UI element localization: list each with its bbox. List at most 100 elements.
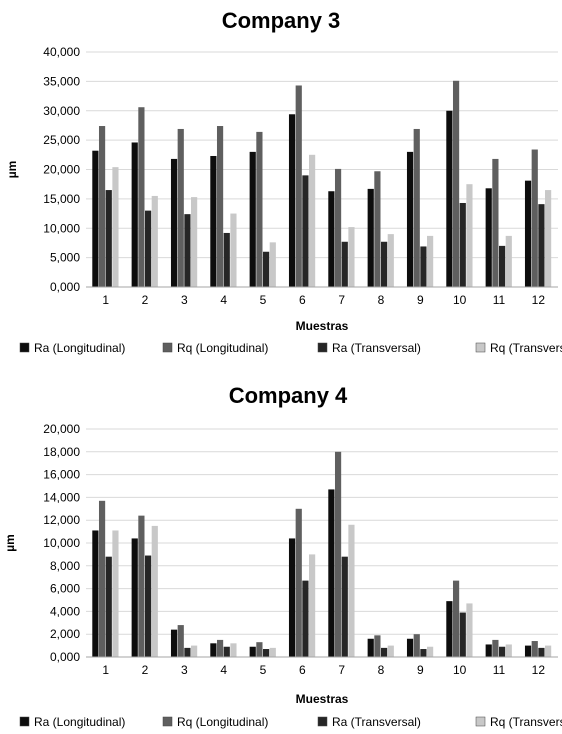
legend-swatch xyxy=(162,716,173,727)
bar xyxy=(381,647,388,657)
y-axis-ticks: 0,000 5,000 10,000 15,000 20,000 25,000 30,000… xyxy=(43,45,80,294)
x-tick-label: 4 xyxy=(220,663,227,677)
bar xyxy=(302,175,309,287)
bar xyxy=(505,644,512,657)
y-tick-label: 30,000 xyxy=(43,104,80,118)
y-tick-label: 14,000 xyxy=(43,490,80,504)
bar xyxy=(387,645,394,657)
bar xyxy=(112,167,119,287)
x-axis-ticks: 1 2 3 4 5 6 7 8 9 10 11 12 xyxy=(102,663,545,677)
x-tick-label: 2 xyxy=(142,293,149,307)
x-tick-label: 12 xyxy=(532,293,546,307)
bar xyxy=(348,227,355,287)
y-tick-label: 20,000 xyxy=(43,163,80,177)
x-tick-label: 2 xyxy=(142,663,149,677)
gridlines xyxy=(86,428,558,635)
x-tick-label: 10 xyxy=(453,663,467,677)
y-tick-label: 6,000 xyxy=(50,582,80,596)
bar xyxy=(216,639,224,657)
bar xyxy=(210,643,217,657)
bar xyxy=(177,128,184,287)
y-tick-label: 15,000 xyxy=(43,192,80,206)
gridlines xyxy=(86,51,558,259)
bar xyxy=(295,508,302,657)
bar xyxy=(499,245,506,287)
bar xyxy=(524,645,532,657)
bar xyxy=(374,635,381,657)
x-tick-label: 9 xyxy=(417,293,424,307)
bar xyxy=(263,649,270,657)
y-tick-label: 16,000 xyxy=(43,468,80,482)
bar xyxy=(381,241,388,287)
x-tick-label: 8 xyxy=(378,663,385,677)
bar xyxy=(505,235,512,287)
bar xyxy=(492,639,499,657)
bar xyxy=(249,151,256,287)
bar xyxy=(545,190,552,287)
x-tick-label: 11 xyxy=(493,293,506,307)
x-tick-label: 10 xyxy=(453,293,467,307)
y-tick-label: 12,000 xyxy=(43,513,80,527)
x-tick-label: 6 xyxy=(299,663,306,677)
chart-title: Company 3 xyxy=(222,8,341,33)
bars xyxy=(92,80,552,288)
bar xyxy=(387,234,394,287)
legend-label: Ra (Transversal) xyxy=(332,715,421,729)
bar xyxy=(131,142,138,287)
bar xyxy=(170,629,178,657)
bar xyxy=(485,188,492,287)
bar xyxy=(466,603,473,657)
y-tick-label: 40,000 xyxy=(43,45,80,59)
bar xyxy=(269,647,276,657)
bar xyxy=(131,538,138,657)
bar xyxy=(138,515,145,657)
bar xyxy=(105,556,112,657)
chart-company-4: Company 4 0,0002,0004,0006,0008,00010,00… xyxy=(3,383,562,729)
bar xyxy=(309,154,316,287)
bar xyxy=(452,80,460,287)
bar xyxy=(210,155,217,287)
bar xyxy=(531,149,538,287)
bar xyxy=(531,641,538,657)
bar xyxy=(459,612,466,657)
bar xyxy=(334,168,342,287)
legend-label: Ra (Longitudinal) xyxy=(34,715,125,729)
bar xyxy=(191,197,198,287)
bar xyxy=(524,180,532,287)
x-tick-label: 3 xyxy=(181,293,188,307)
x-tick-label: 11 xyxy=(493,663,506,677)
y-tick-label: 4,000 xyxy=(50,604,80,618)
x-tick-label: 7 xyxy=(338,663,345,677)
bar xyxy=(334,451,342,657)
legend-label: Rq (Longitudinal) xyxy=(177,715,268,729)
legend-label: Rq (Transversal) xyxy=(490,341,562,355)
y-tick-label: 0,000 xyxy=(50,650,80,664)
bar xyxy=(223,232,230,287)
bar xyxy=(98,500,106,657)
x-tick-label: 3 xyxy=(181,663,188,677)
bar xyxy=(367,188,374,287)
bar xyxy=(446,601,453,657)
chart-title: Company 4 xyxy=(229,383,348,408)
bar xyxy=(191,645,198,657)
legend-swatch xyxy=(19,716,30,727)
bar xyxy=(256,131,263,287)
bar xyxy=(367,638,374,657)
x-tick-label: 7 xyxy=(338,293,345,307)
bar xyxy=(263,251,270,287)
x-tick-label: 6 xyxy=(299,293,306,307)
y-axis-ticks: 0,000 2,000 4,000 6,000 8,000 10,000 12,000 14,… xyxy=(43,422,80,664)
legend-label: Ra (Transversal) xyxy=(332,341,421,355)
legend-swatch xyxy=(475,342,486,353)
y-tick-label: 5,000 xyxy=(50,251,80,265)
x-tick-label: 1 xyxy=(102,663,109,677)
bar xyxy=(295,85,302,287)
bar xyxy=(269,242,276,287)
bar xyxy=(302,580,309,657)
bar xyxy=(485,644,492,657)
y-tick-label: 2,000 xyxy=(50,627,80,641)
x-tick-label: 5 xyxy=(260,663,267,677)
x-tick-label: 1 xyxy=(102,293,109,307)
bar xyxy=(92,530,99,657)
bar xyxy=(170,158,178,287)
